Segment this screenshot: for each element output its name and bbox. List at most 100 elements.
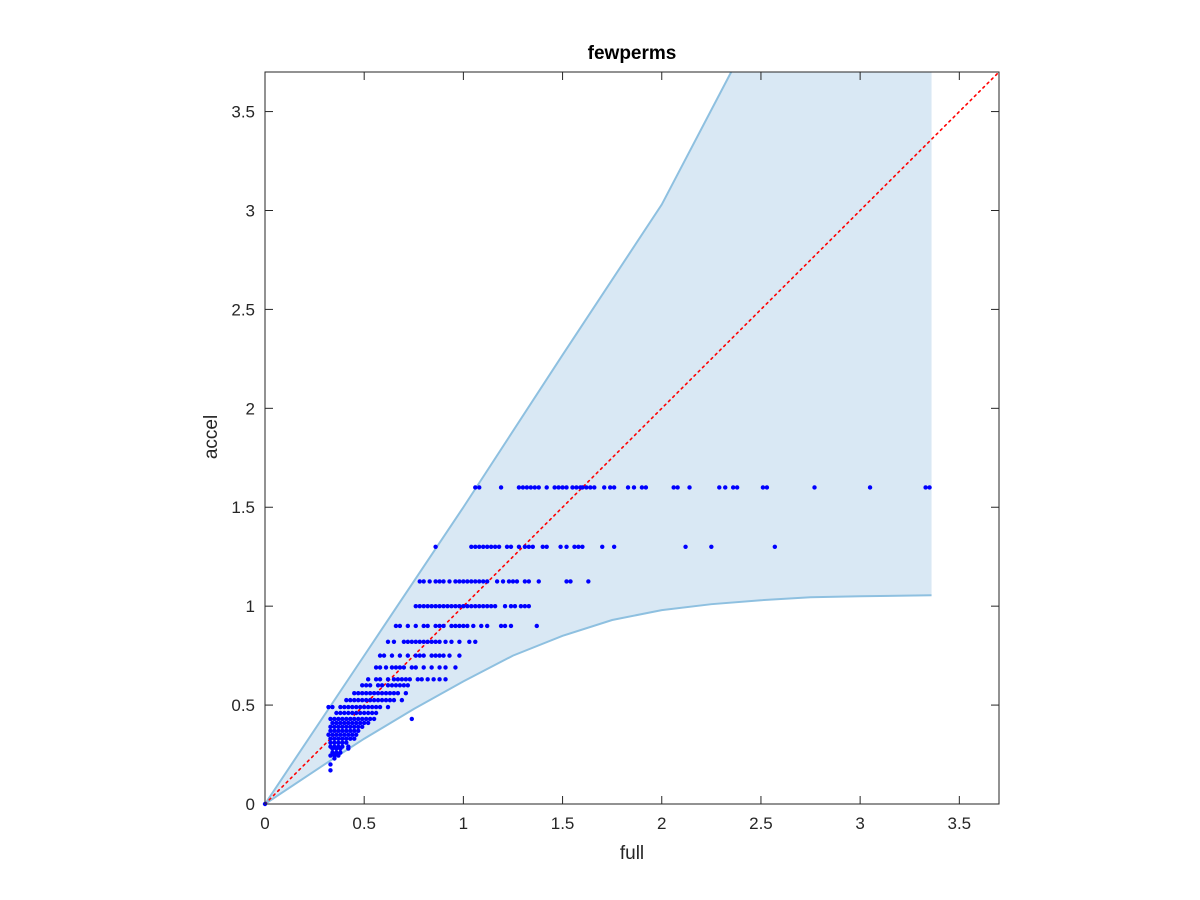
data-point xyxy=(328,728,333,733)
data-point xyxy=(377,704,383,710)
data-point xyxy=(403,677,409,682)
data-point xyxy=(363,683,369,688)
data-point xyxy=(437,603,442,609)
data-point xyxy=(683,544,688,550)
y-tick-label: 3 xyxy=(246,201,255,220)
data-point xyxy=(544,485,549,490)
data-point xyxy=(356,724,361,730)
data-point xyxy=(346,710,351,716)
data-point xyxy=(441,603,446,609)
data-point xyxy=(328,768,333,773)
data-point xyxy=(417,653,422,658)
data-point xyxy=(348,728,353,733)
data-point xyxy=(556,485,561,490)
data-point xyxy=(481,579,486,584)
data-point xyxy=(417,603,422,609)
data-point xyxy=(401,639,407,644)
data-point xyxy=(352,716,357,722)
data-point xyxy=(393,623,399,629)
data-point xyxy=(360,697,365,703)
data-point xyxy=(421,653,426,658)
data-point xyxy=(336,728,341,733)
data-point xyxy=(371,691,377,696)
data-point xyxy=(643,485,649,490)
data-point xyxy=(687,485,692,490)
data-point xyxy=(360,716,365,722)
data-point xyxy=(568,579,573,584)
data-point xyxy=(564,485,569,490)
chart-title: fewperms xyxy=(588,43,677,64)
data-point xyxy=(332,756,337,761)
data-point xyxy=(544,544,549,550)
data-point xyxy=(330,746,335,751)
data-point xyxy=(375,697,381,703)
data-point xyxy=(336,724,341,730)
data-point xyxy=(421,639,426,644)
data-point xyxy=(332,724,337,730)
data-point xyxy=(354,710,359,716)
data-point xyxy=(350,720,355,726)
data-point xyxy=(477,544,482,550)
data-point xyxy=(510,579,516,584)
data-point xyxy=(520,485,526,490)
data-point xyxy=(383,665,389,670)
data-point xyxy=(437,677,442,682)
data-point xyxy=(326,704,331,710)
data-point xyxy=(354,720,359,726)
data-point xyxy=(361,720,367,726)
data-point xyxy=(340,716,345,722)
data-point xyxy=(441,623,446,629)
data-point xyxy=(508,623,514,629)
data-point xyxy=(356,728,361,733)
data-point xyxy=(494,579,500,584)
data-point xyxy=(457,623,462,629)
x-tick-label: 1 xyxy=(459,814,468,833)
data-point xyxy=(346,704,351,710)
data-point xyxy=(588,485,593,490)
data-point xyxy=(564,579,569,584)
data-point xyxy=(367,691,373,696)
data-point xyxy=(449,623,454,629)
data-point xyxy=(421,623,426,629)
data-point xyxy=(348,724,353,730)
data-point xyxy=(443,677,448,682)
data-point xyxy=(328,762,333,767)
data-point xyxy=(371,697,377,703)
data-point xyxy=(516,485,522,490)
data-point xyxy=(344,697,349,703)
data-point xyxy=(516,544,522,550)
data-point xyxy=(522,603,528,609)
data-point xyxy=(526,603,532,609)
data-point xyxy=(473,579,478,584)
data-point xyxy=(421,665,426,670)
data-point xyxy=(611,485,617,490)
data-point xyxy=(429,665,434,670)
data-point xyxy=(401,683,407,688)
data-point xyxy=(409,665,414,670)
data-point xyxy=(350,704,355,710)
data-point xyxy=(421,603,426,609)
data-point xyxy=(508,603,514,609)
data-point xyxy=(387,697,393,703)
data-point xyxy=(607,485,613,490)
data-point xyxy=(419,677,424,682)
x-tick-label: 0.5 xyxy=(352,814,376,833)
data-point xyxy=(717,485,722,490)
data-point xyxy=(377,665,383,670)
data-point xyxy=(488,544,494,550)
data-point xyxy=(484,544,490,550)
data-point xyxy=(338,720,343,726)
data-point xyxy=(570,485,575,490)
data-point xyxy=(330,704,335,710)
data-point xyxy=(453,665,458,670)
data-point xyxy=(397,653,403,658)
x-tick-label: 2.5 xyxy=(749,814,773,833)
data-point xyxy=(385,677,391,682)
data-point xyxy=(405,653,411,658)
data-point xyxy=(346,720,351,726)
data-point xyxy=(447,579,452,584)
data-point xyxy=(449,603,454,609)
data-point xyxy=(332,740,337,745)
data-point xyxy=(425,603,430,609)
data-point xyxy=(377,653,383,658)
